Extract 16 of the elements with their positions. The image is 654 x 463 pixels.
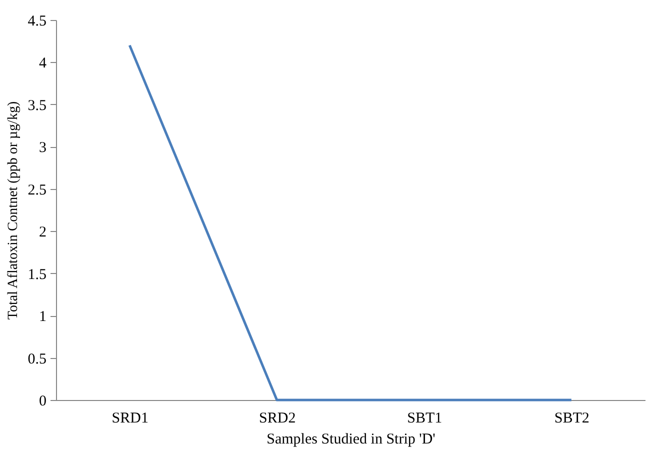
y-tick-label: 3 [39, 140, 46, 156]
x-axis-title: Samples Studied in Strip 'D' [266, 432, 436, 448]
y-tick-label: 4 [39, 56, 47, 72]
y-axis-title: Total Aflatoxin Contnet (ppb or µg/kg) [6, 101, 21, 320]
y-tick-label: 3.5 [28, 98, 46, 114]
y-tick-label: 0.5 [28, 351, 46, 368]
y-tick-label: 1 [39, 309, 46, 326]
x-tick-label: SBT2 [554, 410, 590, 426]
x-tick-label: SRD1 [112, 410, 148, 426]
y-tick-label: 1.5 [28, 266, 46, 283]
y-tick-label: 2.5 [28, 182, 46, 198]
y-tick-label: 4.5 [28, 14, 46, 30]
x-tick-label: SBT1 [407, 410, 442, 426]
y-tick-label: 2 [39, 224, 46, 241]
x-tick-label: SRD2 [259, 410, 296, 426]
y-tick-label: 0 [39, 394, 46, 410]
